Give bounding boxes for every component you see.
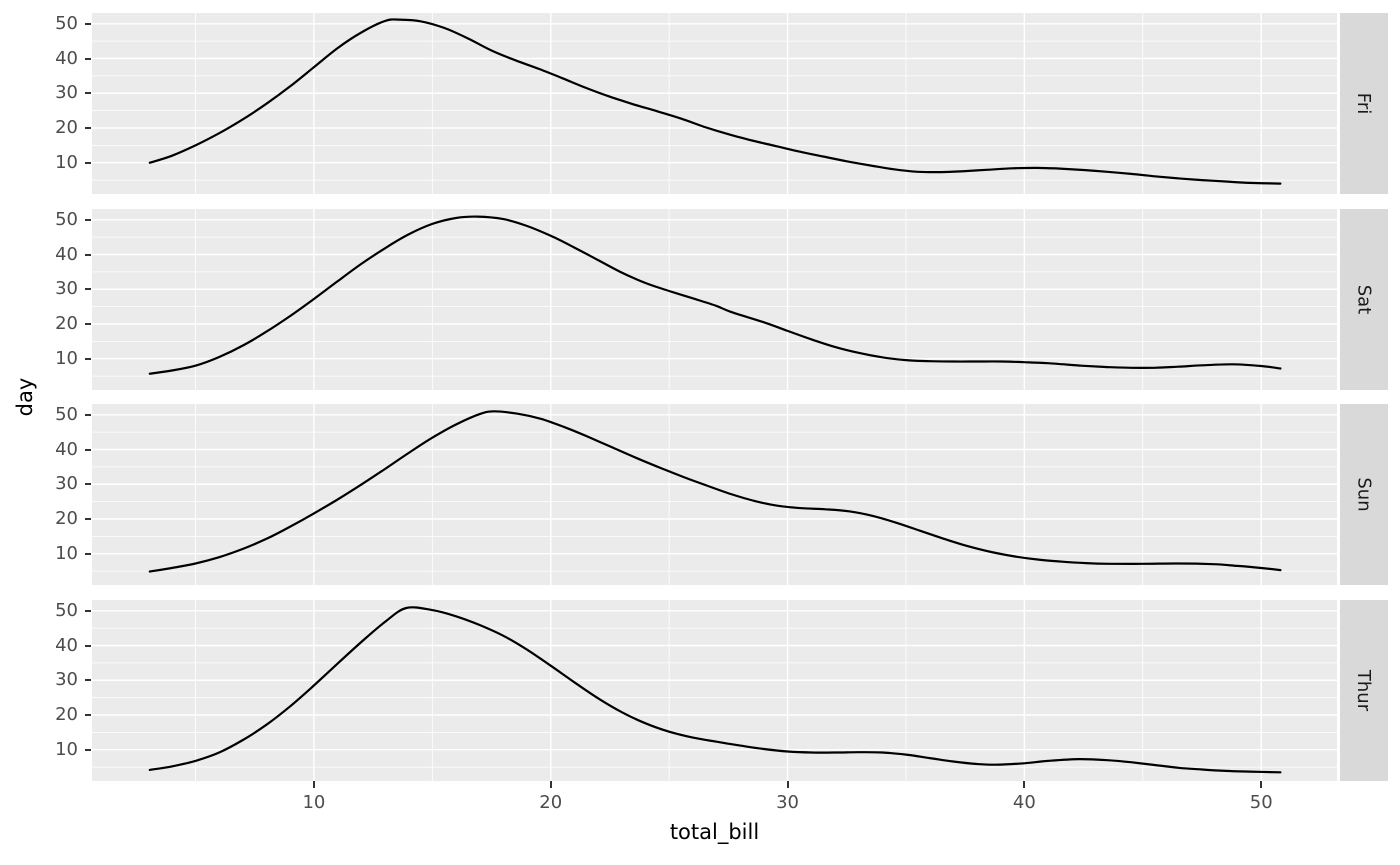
- y-tick-mark: [85, 748, 91, 751]
- y-tick-mark: [85, 288, 91, 291]
- density-curve-sun: [148, 410, 1282, 573]
- panel-background: [92, 13, 1337, 194]
- y-tick-label: 50: [55, 403, 78, 425]
- facet-strip-fri: Fri: [1340, 13, 1388, 194]
- y-tick-label: 50: [55, 208, 78, 230]
- y-tick-mark: [85, 322, 91, 325]
- x-tick-mark: [786, 781, 789, 788]
- y-tick-label: 20: [55, 116, 78, 138]
- y-tick-label: 30: [55, 82, 78, 104]
- facet-strip-label: Fri: [1353, 92, 1375, 115]
- y-tick-mark: [85, 218, 91, 221]
- facet-panel-sun: [92, 404, 1337, 585]
- y-tick-mark: [85, 517, 91, 520]
- y-tick-mark: [85, 644, 91, 647]
- y-tick-mark: [85, 253, 91, 256]
- density-curve-thur: [148, 606, 1282, 774]
- x-tick-label: 20: [539, 792, 563, 813]
- y-tick-label: 40: [55, 634, 78, 656]
- y-tick-label: 20: [55, 312, 78, 334]
- y-tick-mark: [85, 609, 91, 612]
- x-tick-mark: [312, 781, 315, 788]
- panel-background: [92, 209, 1337, 390]
- y-tick-mark: [85, 483, 91, 486]
- x-tick-label: 40: [1012, 792, 1036, 813]
- y-tick-mark: [85, 552, 91, 555]
- y-tick-mark: [85, 413, 91, 416]
- x-tick-mark: [1260, 781, 1263, 788]
- y-tick-label: 30: [55, 669, 78, 691]
- y-tick-mark: [85, 357, 91, 360]
- facet-strip-sat: Sat: [1340, 209, 1388, 390]
- y-tick-label: 50: [55, 12, 78, 34]
- facet-strip-label: Thur: [1353, 669, 1375, 712]
- density-curve-sat: [148, 215, 1282, 375]
- y-tick-mark: [85, 92, 91, 95]
- y-tick-mark: [85, 22, 91, 25]
- y-tick-label: 50: [55, 599, 78, 621]
- y-tick-mark: [85, 161, 91, 164]
- facet-panel-sat: [92, 209, 1337, 390]
- facet-strip-sun: Sun: [1340, 404, 1388, 585]
- y-tick-label: 20: [55, 507, 78, 529]
- y-tick-label: 20: [55, 703, 78, 725]
- y-tick-label: 10: [55, 542, 78, 564]
- y-tick-label: 40: [55, 438, 78, 460]
- facet-strip-label: Sat: [1353, 284, 1375, 315]
- y-tick-label: 30: [55, 473, 78, 495]
- density-curve-fri: [148, 18, 1282, 185]
- y-tick-label: 30: [55, 278, 78, 300]
- y-tick-label: 40: [55, 47, 78, 69]
- y-tick-label: 10: [55, 347, 78, 369]
- y-tick-mark: [85, 57, 91, 60]
- y-tick-mark: [85, 679, 91, 682]
- panel-background: [92, 404, 1337, 585]
- facet-strip-label: Sun: [1353, 477, 1375, 512]
- y-tick-mark: [85, 126, 91, 129]
- x-tick-label: 10: [302, 792, 326, 813]
- y-tick-mark: [85, 448, 91, 451]
- facet-panel-thur: [92, 600, 1337, 781]
- y-tick-mark: [85, 713, 91, 716]
- x-tick-mark: [549, 781, 552, 788]
- facet-panel-fri: [92, 13, 1337, 194]
- x-tick-mark: [1023, 781, 1026, 788]
- y-tick-label: 40: [55, 243, 78, 265]
- facet-strip-thur: Thur: [1340, 600, 1388, 781]
- panel-background: [92, 600, 1337, 781]
- x-tick-label: 50: [1249, 792, 1273, 813]
- y-tick-label: 10: [55, 151, 78, 173]
- y-tick-label: 10: [55, 738, 78, 760]
- x-tick-label: 30: [776, 792, 799, 813]
- x-axis-title: total_bill: [669, 820, 760, 844]
